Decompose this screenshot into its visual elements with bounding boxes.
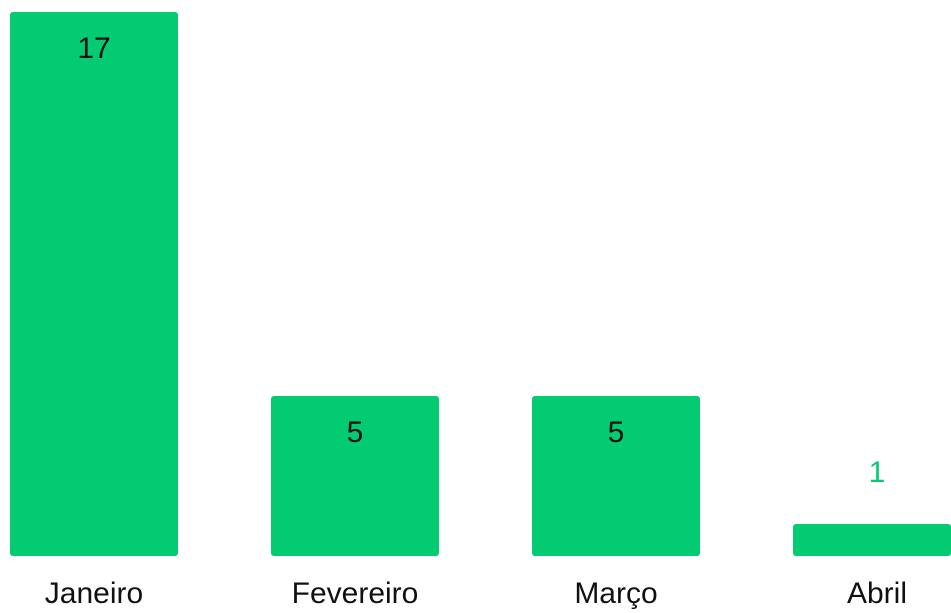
bar-abril <box>793 524 951 556</box>
category-label: Abril <box>847 577 907 610</box>
category-label: Janeiro <box>45 577 143 610</box>
bar-janeiro <box>10 12 178 556</box>
category-label: Fevereiro <box>292 577 419 610</box>
bar-fevereiro <box>271 396 439 556</box>
bars-group <box>10 12 951 556</box>
bar-value-label: 1 <box>869 456 886 489</box>
bar-value-label: 5 <box>347 416 364 449</box>
value-labels-group: 17 5 5 1 <box>77 32 885 489</box>
bar-março <box>532 396 700 556</box>
bar-value-label: 5 <box>608 416 625 449</box>
category-label: Março <box>574 577 657 610</box>
bar-value-label: 17 <box>77 32 110 65</box>
category-labels-group: Janeiro Fevereiro Março Abril <box>45 577 907 610</box>
